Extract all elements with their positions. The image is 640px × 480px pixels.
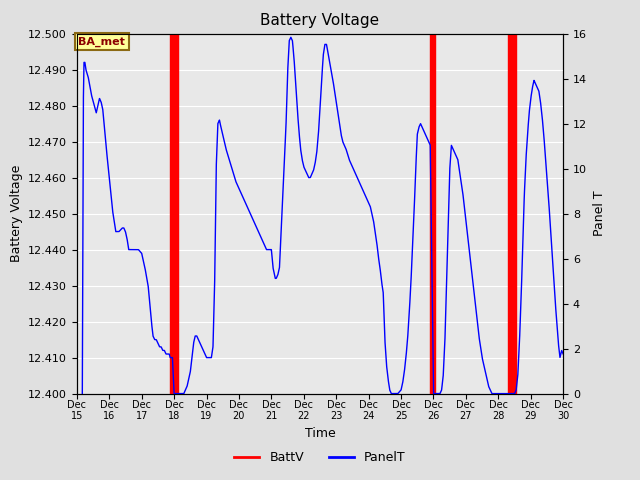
Y-axis label: Battery Voltage: Battery Voltage [10,165,22,262]
Bar [429,34,435,394]
Bar [508,34,516,394]
X-axis label: Time: Time [305,427,335,440]
Y-axis label: Panel T: Panel T [593,191,605,237]
Title: Battery Voltage: Battery Voltage [260,13,380,28]
Bar [170,34,178,394]
Text: BA_met: BA_met [79,36,125,47]
Legend: BattV, PanelT: BattV, PanelT [229,446,411,469]
